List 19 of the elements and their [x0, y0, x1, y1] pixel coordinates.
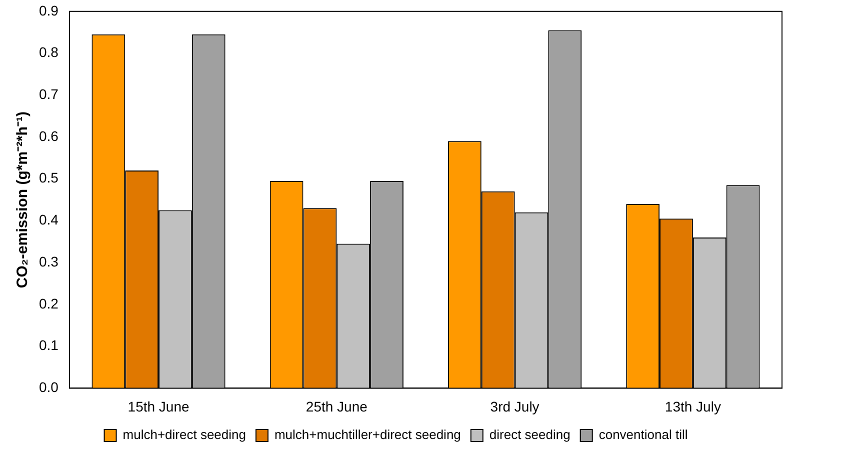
- y-tick-label: 0.4: [38, 212, 59, 228]
- y-tick-label: 0.9: [38, 2, 59, 18]
- y-tick-label: 0.2: [38, 295, 59, 312]
- y-tick-label: 0.8: [38, 44, 59, 60]
- x-tick-label: 15th June: [128, 398, 190, 414]
- y-tick-label: 0.6: [38, 128, 59, 144]
- y-tick-label: 0.0: [38, 379, 59, 396]
- x-tick-label: 3rd July: [490, 398, 540, 414]
- y-axis-title: CO₂-emission (g*m⁻²*h⁻¹): [14, 111, 32, 288]
- y-tick-label: 0.3: [38, 253, 59, 270]
- y-tick-label: 0.1: [38, 337, 59, 354]
- x-tick-label: 13th July: [664, 398, 721, 414]
- legend-label: mulch+muchtiller+direct seeding: [274, 427, 461, 442]
- legend-label: direct seeding: [489, 427, 570, 442]
- y-tick-label: 0.5: [38, 170, 59, 186]
- legend-label: conventional till: [598, 427, 688, 442]
- x-tick-label: 25th June: [306, 398, 368, 414]
- y-tick-label: 0.7: [38, 86, 59, 102]
- legend-label: mulch+direct seeding: [122, 427, 246, 442]
